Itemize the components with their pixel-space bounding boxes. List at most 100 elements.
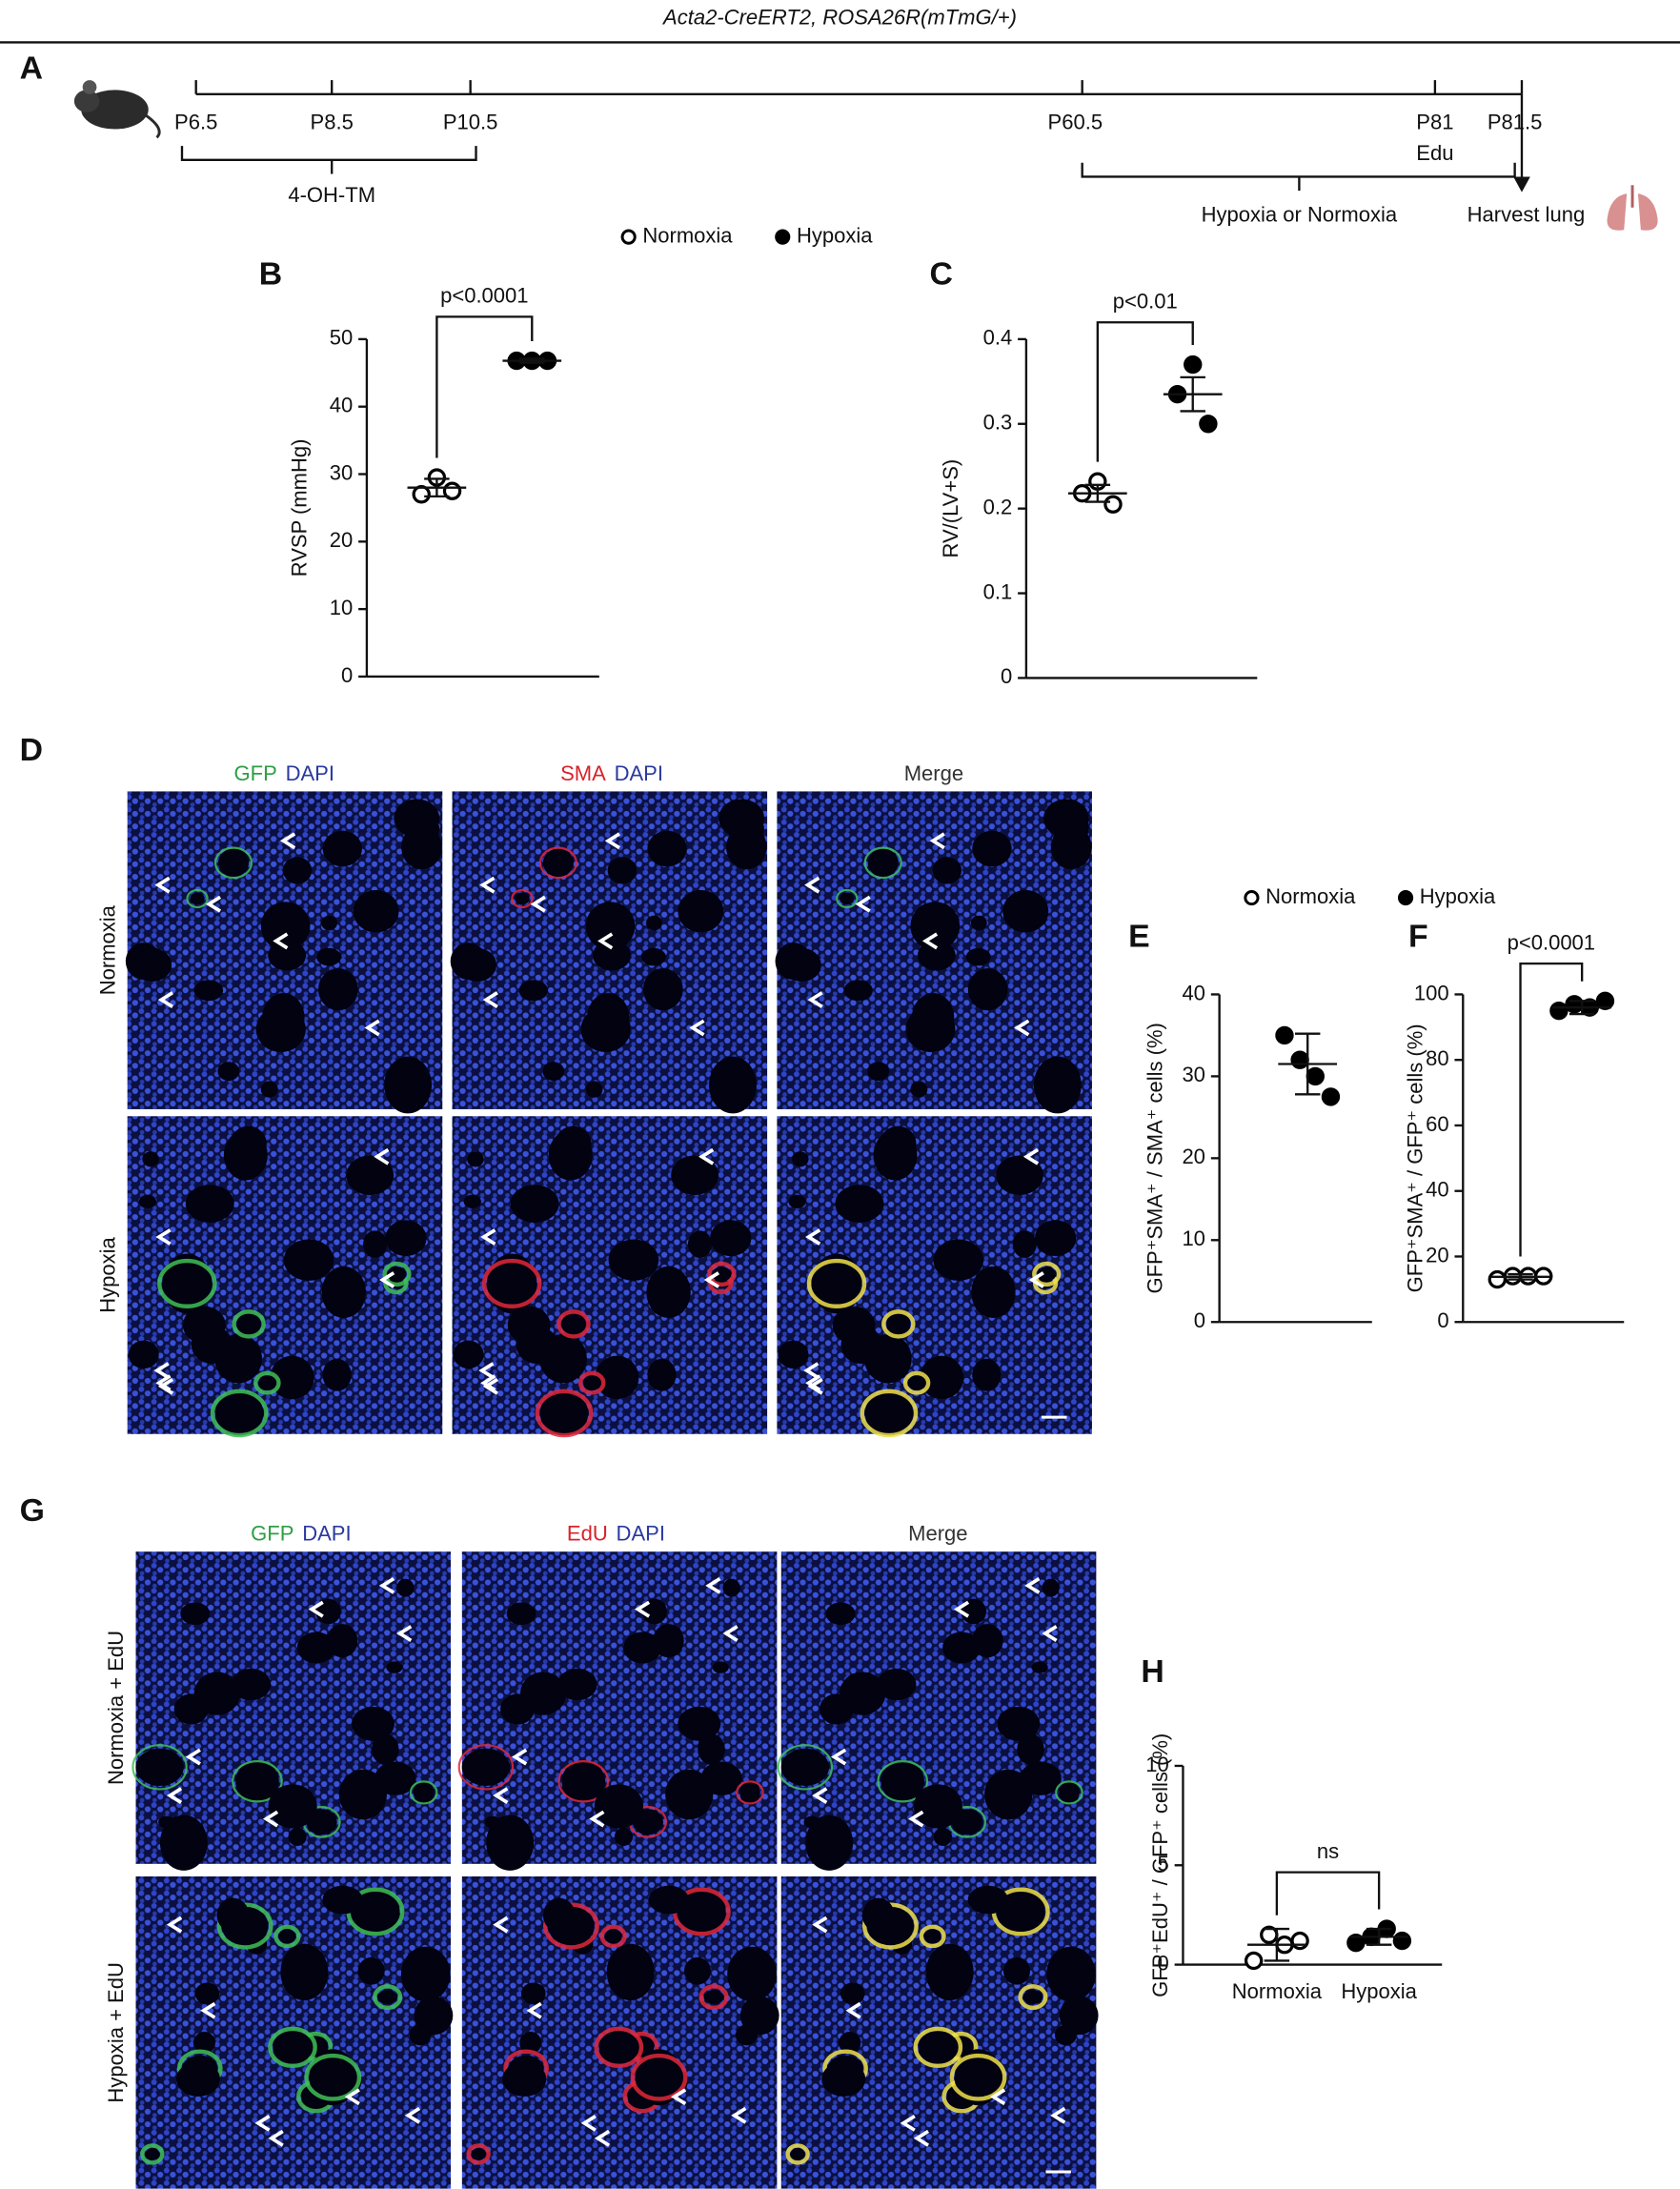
y-tick-label: 20: [1426, 1243, 1449, 1267]
airspace: [190, 892, 205, 905]
airspace: [583, 1375, 601, 1391]
header-word: EdU: [567, 1521, 608, 1545]
airspace: [778, 1340, 809, 1369]
vessel: [457, 1744, 515, 1791]
airspace: [384, 1056, 433, 1114]
arrowhead: [482, 991, 498, 1008]
figure-title: Acta2-CreERT2, ROSA26R(mTmG/+): [661, 5, 1017, 29]
brace: [1081, 162, 1516, 192]
arrowhead: [921, 932, 939, 950]
arrowhead: [805, 1228, 821, 1246]
airspace: [1035, 1220, 1077, 1257]
airspace: [1033, 1056, 1082, 1114]
header-word: DAPI: [615, 761, 663, 785]
airspace: [585, 902, 636, 951]
arrowhead: [807, 991, 823, 1008]
airspace: [194, 1982, 220, 2005]
y-tick-label: 40: [330, 394, 354, 417]
airspace: [647, 1358, 677, 1391]
airspace: [309, 2049, 356, 2106]
airspace: [363, 1230, 388, 1258]
airspace: [128, 1340, 159, 1369]
y-axis-label: GFP⁺EdU⁺ / GFP⁺ cells (%): [1148, 1733, 1172, 1997]
arrowhead: [580, 2114, 597, 2132]
arrowhead: [989, 2088, 1006, 2106]
vessel: [232, 1309, 266, 1339]
x-tick-label: Hypoxia: [1341, 1979, 1417, 2003]
airspace: [173, 1693, 209, 1725]
arrowhead: [154, 876, 171, 894]
airspace: [642, 968, 683, 1011]
airspace: [506, 1602, 536, 1626]
airspace: [648, 1885, 690, 1915]
vessel: [213, 846, 253, 880]
row-label: Hypoxia + EdU: [104, 1962, 128, 2102]
vessel: [481, 1258, 542, 1308]
airspace: [788, 1194, 806, 1209]
airspace: [880, 1125, 917, 1162]
airspace: [561, 1760, 606, 1803]
significance-label: ns: [1317, 1839, 1339, 1863]
airspace: [1022, 1990, 1043, 2004]
legend-label: Normoxia: [642, 223, 733, 247]
significance-bracket: [435, 315, 534, 458]
airspace: [138, 1194, 156, 1209]
header-word: GFP: [234, 761, 277, 785]
airspace: [635, 2049, 683, 2106]
panel-letter: H: [1141, 1653, 1164, 1690]
airspace: [709, 1056, 757, 1114]
vessel: [599, 1924, 627, 1949]
y-tick-label: 0: [1437, 1308, 1448, 1332]
airspace: [967, 1885, 1009, 1915]
error-bar: [1508, 1272, 1533, 1281]
airspace: [731, 814, 764, 843]
arrowhead: [597, 932, 614, 950]
airspace: [971, 1266, 1016, 1318]
airspace: [712, 1267, 732, 1282]
panel-letter: E: [1128, 919, 1150, 955]
airspace: [520, 1982, 546, 2005]
airspace: [268, 940, 307, 971]
airspace: [486, 1814, 535, 1871]
panel-letter: B: [259, 256, 282, 293]
airspace: [321, 1266, 366, 1318]
row-label: Hypoxia: [95, 1237, 119, 1313]
y-tick-label: 0.4: [983, 326, 1013, 350]
legend-marker: [620, 229, 637, 245]
timeline-label: Hypoxia or Normoxia: [1202, 202, 1398, 226]
airspace: [614, 1827, 634, 1846]
airspace: [133, 947, 172, 982]
y-tick-label: 0: [1158, 1951, 1169, 1975]
airspace: [780, 1748, 830, 1787]
arrowhead: [671, 2088, 687, 2106]
vessel: [1018, 1984, 1048, 2011]
lung-right: [1637, 193, 1658, 231]
arrowhead: [378, 1271, 395, 1288]
arrowhead: [1042, 1625, 1058, 1642]
arrowhead: [913, 2129, 930, 2147]
arrowhead: [308, 1600, 324, 1618]
airspace: [933, 1239, 983, 1281]
data-point: [1275, 1025, 1294, 1045]
airspace: [839, 2031, 861, 2055]
airspace: [967, 968, 1008, 1011]
vessel: [511, 888, 534, 909]
arrowhead: [803, 1362, 820, 1380]
data-point: [1392, 1931, 1412, 1951]
arrowhead: [480, 1228, 496, 1246]
airspace: [918, 2030, 959, 2065]
arrowhead: [634, 1600, 651, 1618]
y-tick-label: 10: [1145, 1753, 1169, 1776]
airspace: [703, 1990, 724, 2004]
airspace: [193, 980, 224, 1002]
column-header: SMA DAPI: [560, 761, 663, 785]
arrowhead: [493, 1915, 509, 1934]
significance-bracket: [1519, 962, 1584, 1257]
x-tick-label: Normoxia: [1232, 1979, 1323, 2003]
airspace: [283, 1239, 334, 1281]
airspace: [954, 2049, 1002, 2106]
airspace: [463, 1194, 481, 1209]
vessel: [538, 846, 577, 880]
vessel: [132, 1744, 188, 1791]
